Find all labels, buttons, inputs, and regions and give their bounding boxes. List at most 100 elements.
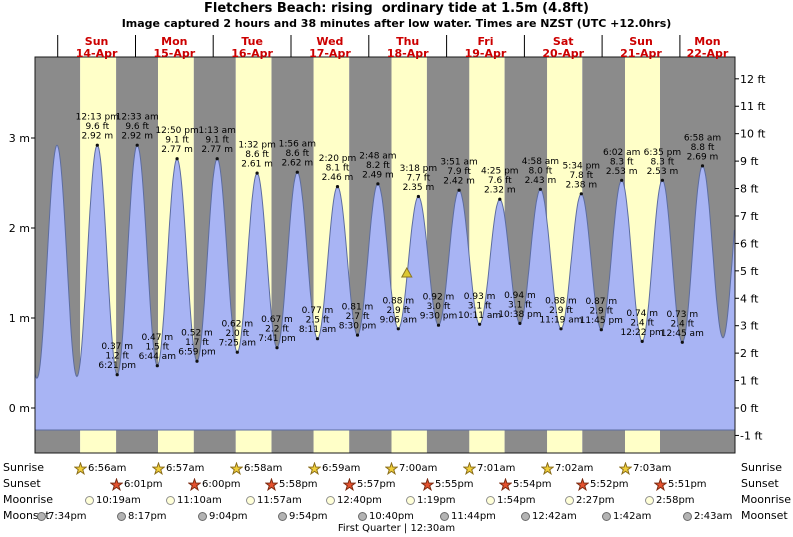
low-tide-label: 0.62 m <box>221 320 253 330</box>
tide-extreme-dot <box>660 178 665 182</box>
moonrise-time: 2:27pm <box>576 494 615 506</box>
tide-extreme-dot <box>478 322 482 326</box>
low-tide-label: 12:45 am <box>661 329 704 339</box>
tide-extreme-dot <box>518 321 522 325</box>
day-label: Sat 20-Apr <box>542 35 584 60</box>
sunset-time: 5:51pm <box>668 478 707 490</box>
moonrise-time: 1:19pm <box>417 494 456 506</box>
sunrise-event: 6:56am <box>74 461 126 475</box>
moonrise-time: 1:54pm <box>497 494 536 506</box>
high-tide-label: 2.53 m <box>606 167 638 177</box>
sunrise-time: 6:56am <box>88 462 127 474</box>
sunrise-time: 6:58am <box>244 462 283 474</box>
sunrise-star-icon <box>74 461 87 475</box>
high-tide-label: 2.69 m <box>687 152 719 162</box>
moon-phase: First Quarter | 12:30am <box>337 523 456 534</box>
high-tide-label: 2.62 m <box>281 159 313 169</box>
sunrise-star-icon <box>152 461 165 475</box>
sunset-star-icon <box>265 477 278 491</box>
low-tide-label: 8:30 pm <box>339 322 377 332</box>
y-axis-label-ft: 6 ft <box>740 237 759 250</box>
y-axis-label-ft: 1 ft <box>740 375 759 388</box>
moonset-circle-icon <box>521 511 530 521</box>
tide-extreme-dot <box>436 323 441 327</box>
day-label: Sun 21-Apr <box>620 35 662 60</box>
low-tide-label: 0.94 m <box>504 291 536 301</box>
moonrise-event: 11:57am <box>246 493 302 507</box>
moonrise-time: 11:10am <box>177 494 222 506</box>
low-tide-label: 0.93 m <box>464 292 496 302</box>
y-axis-label-ft: 11 ft <box>740 100 766 113</box>
sunset-event: 5:55pm <box>421 477 474 491</box>
low-tide-label: 2.9 ft <box>589 307 613 317</box>
high-tide-label: 9.6 ft <box>125 122 149 132</box>
day-label: Sun 14-Apr <box>76 35 118 60</box>
sunset-star-icon <box>499 477 512 491</box>
moonset-time: 12:42am <box>532 510 577 522</box>
tide-extreme-dot <box>315 337 320 341</box>
sunrise-star-icon <box>385 461 398 475</box>
sunset-event: 5:54pm <box>499 477 552 491</box>
low-tide-label: 6:44 am <box>139 352 176 362</box>
moonset-row-label-right: Moonset <box>741 509 788 522</box>
moonrise-circle-icon <box>166 495 175 505</box>
high-tide-label: 4:25 pm <box>481 167 519 177</box>
y-axis-label-ft: 9 ft <box>740 155 759 168</box>
high-tide-label: 9.1 ft <box>205 136 229 146</box>
low-tide-label: 10:11 am <box>458 311 501 321</box>
moonrise-circle-icon <box>406 495 415 505</box>
moonset-event: 8:17pm <box>117 509 167 523</box>
moonset-time: 9:54pm <box>289 510 328 522</box>
moonset-event: 9:04pm <box>198 509 248 523</box>
moonrise-circle-icon <box>645 495 654 505</box>
high-tide-label: 6:35 pm <box>644 148 682 158</box>
moonset-circle-icon <box>278 511 287 521</box>
high-tide-label: 3:18 pm <box>400 164 438 174</box>
tide-extreme-dot <box>457 188 461 192</box>
high-tide-label: 2.42 m <box>443 177 475 187</box>
low-tide-label: 10:38 pm <box>498 310 541 320</box>
low-tide-label: 0.92 m <box>423 293 455 303</box>
high-tide-label: 7.7 ft <box>407 174 431 184</box>
high-tide-label: 2:48 am <box>359 151 396 161</box>
low-tide-label: 1.7 ft <box>185 338 209 348</box>
y-axis-label-ft: 3 ft <box>740 320 759 333</box>
high-tide-label: 2.92 m <box>81 132 113 142</box>
high-tide-label: 2.46 m <box>322 173 354 183</box>
moonset-time: 2:43am <box>694 510 733 522</box>
tide-extreme-dot <box>115 373 119 377</box>
day-label: Mon 22-Apr <box>687 35 729 60</box>
sunset-event: 5:51pm <box>654 477 707 491</box>
high-tide-label: 8.3 ft <box>651 157 675 167</box>
low-tide-label: 1.2 ft <box>105 352 129 362</box>
high-tide-label: 2.61 m <box>241 160 273 170</box>
tide-extreme-dot <box>640 339 644 343</box>
y-axis-label-ft: 7 ft <box>740 210 759 223</box>
tide-extreme-dot <box>498 197 502 201</box>
y-axis-label-m: 0 m <box>9 402 30 415</box>
moonset-circle-icon <box>358 511 367 521</box>
moonset-event: 12:42am <box>521 509 577 523</box>
sunrise-event: 7:01am <box>463 461 515 475</box>
high-tide-label: 9.1 ft <box>165 136 189 146</box>
low-tide-label: 8:11 am <box>299 325 336 335</box>
y-axis-label-m: 3 m <box>9 132 30 145</box>
high-tide-label: 2.32 m <box>484 186 516 196</box>
moonrise-event: 1:19pm <box>406 493 456 507</box>
high-tide-label: 8.6 ft <box>285 149 309 159</box>
chart-subtitle: Image captured 2 hours and 38 minutes af… <box>121 17 672 30</box>
tide-extreme-dot <box>396 327 400 331</box>
tide-extreme-dot <box>559 327 563 331</box>
tide-extreme-dot <box>255 171 259 175</box>
moonrise-time: 12:40pm <box>337 494 382 506</box>
tide-extreme-dot <box>376 182 380 186</box>
moonset-time: 7:34pm <box>48 510 87 522</box>
high-tide-label: 7.6 ft <box>488 176 512 186</box>
moonrise-event: 2:27pm <box>565 493 615 507</box>
tide-extreme-dot <box>335 185 340 189</box>
moonrise-circle-icon <box>326 495 335 505</box>
moonset-event: 7:34pm <box>37 509 87 523</box>
sunrise-event: 6:58am <box>230 461 282 475</box>
low-tide-label: 0.77 m <box>302 306 334 316</box>
sunset-star-icon <box>110 477 123 491</box>
